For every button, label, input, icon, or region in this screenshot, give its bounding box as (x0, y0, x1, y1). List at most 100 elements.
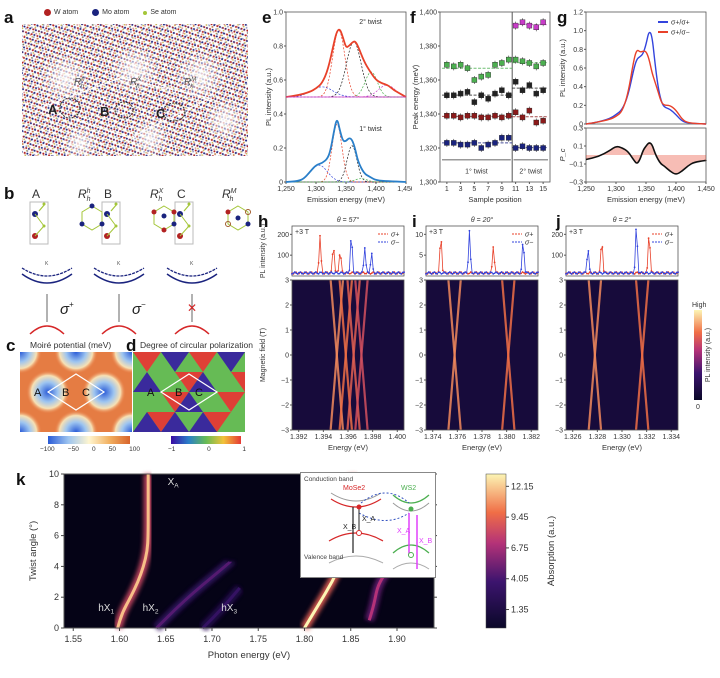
legend-label: σ− (391, 240, 399, 247)
spectrum-point (649, 272, 651, 275)
legend-label: σ− (525, 240, 533, 247)
spectrum-point (455, 272, 458, 275)
spectrum-point (298, 271, 300, 274)
spectrum-point (584, 271, 587, 274)
spectrum-point (370, 252, 373, 255)
spectrum-point (427, 271, 430, 273)
spectrum-point (658, 272, 661, 275)
spectrum-point (370, 272, 373, 275)
spectrum-point (323, 272, 326, 275)
annotation-1deg-twist: 1° twist (359, 125, 382, 133)
spectrum-point (598, 271, 601, 273)
spectrum-point (600, 271, 602, 274)
data-point (471, 140, 478, 146)
y-tick-label: −2 (415, 403, 423, 410)
legend-label: σ+ (525, 232, 533, 239)
data-point (499, 135, 505, 141)
y-tick-label: −1 (415, 378, 423, 385)
x-tick-label: 1.394 (315, 434, 333, 441)
spectrum-point (602, 272, 605, 274)
stacking-rhx-label: RX h (130, 77, 142, 90)
spectrum-point (661, 271, 664, 274)
spectrum-point (394, 273, 397, 275)
spectrum-point (366, 270, 369, 273)
stacking-rhm-label: RM h (184, 77, 196, 90)
y-tick-label: 1.2 (573, 10, 583, 17)
spectrum-point (447, 271, 450, 274)
fit-component (286, 123, 407, 183)
region-b-circle (114, 101, 134, 119)
panel-label-c: c (6, 336, 16, 355)
data-point (526, 22, 533, 29)
spectrum-point (340, 271, 342, 274)
x-tick-label: 11 (512, 186, 519, 193)
spectrum-point (674, 273, 677, 275)
y-tick-label: 200 (552, 232, 563, 239)
spectrum-point (349, 272, 352, 275)
data-point (519, 114, 526, 121)
spectrum-point (439, 271, 441, 274)
spectrum-point (496, 272, 499, 274)
spectrum-point (656, 271, 658, 273)
spectrum-point (565, 273, 567, 275)
y-tick-label: 0.4 (573, 84, 583, 91)
data-point (444, 92, 450, 99)
spectrum-point (510, 271, 513, 273)
panel-label-b: b (4, 184, 15, 203)
panel-a-moire-lattice: A B C Rh h RX h RM h (22, 24, 248, 158)
spectrum-point (503, 272, 506, 275)
spectrum-point (649, 246, 651, 249)
branch-hX_2 (155, 560, 232, 630)
spectrum-point (348, 269, 351, 272)
data-point (451, 63, 457, 70)
spectrum-point (305, 271, 307, 274)
spectrum-point (349, 239, 352, 242)
spectrum-point (523, 251, 525, 254)
spectrum-point (377, 271, 380, 274)
spectrum-point (398, 272, 401, 275)
spectrum-point (493, 272, 496, 275)
spectrum-point (439, 247, 441, 250)
svg-text:C: C (82, 387, 90, 399)
spectrum-point (462, 272, 465, 274)
xb-left-label: X_B (343, 524, 357, 531)
x-tick-label: 1,350 (337, 186, 355, 193)
y-axis-label: Peak energy (meV) (411, 64, 420, 129)
y-tick-label: 0.6 (573, 66, 583, 73)
y-tick-label: 1.0 (273, 10, 283, 17)
x-tick-label: 1 (445, 186, 449, 193)
fit-component (285, 29, 406, 98)
spectrum-point (372, 268, 375, 270)
data-point (478, 73, 484, 80)
spectrum-point (647, 272, 650, 275)
spectrum-point (625, 271, 628, 274)
spectrum-point (358, 273, 361, 275)
x-tick-label: 1,400 (367, 186, 385, 193)
x-tick-label: 1.90 (388, 634, 406, 644)
field-label: +3 T (295, 229, 310, 236)
spectrum-point (493, 261, 496, 264)
data-point (451, 112, 457, 119)
spectrum-point (488, 272, 490, 275)
hexagon-rhm (225, 205, 251, 231)
panel-f-chart: 1 3 5 7 9 11 13 151,3001,3201,3401,3601,3801,40… (411, 10, 551, 204)
legend-label: σ+/σ+ (671, 20, 690, 27)
spectrum-point (601, 273, 604, 275)
spectrum-point (644, 271, 647, 274)
spectrum-point (524, 273, 527, 275)
colorbar (694, 310, 702, 400)
y-tick-label: −3 (415, 428, 423, 435)
site-a-label: A (32, 187, 40, 201)
spectrum-point (380, 271, 383, 274)
data-point (451, 140, 457, 146)
spectrum-point (502, 272, 504, 275)
x-tick-label: 1.392 (290, 434, 308, 441)
spectrum-point (670, 272, 672, 274)
y-tick-label: 100 (552, 253, 563, 260)
spectrum-point (482, 273, 485, 275)
legend-label: σ+ (391, 232, 399, 239)
spectrum-point (351, 246, 354, 249)
zeeman-branch (634, 279, 650, 431)
data-point (485, 114, 491, 121)
x-tick-label: 1,300 (607, 186, 625, 193)
